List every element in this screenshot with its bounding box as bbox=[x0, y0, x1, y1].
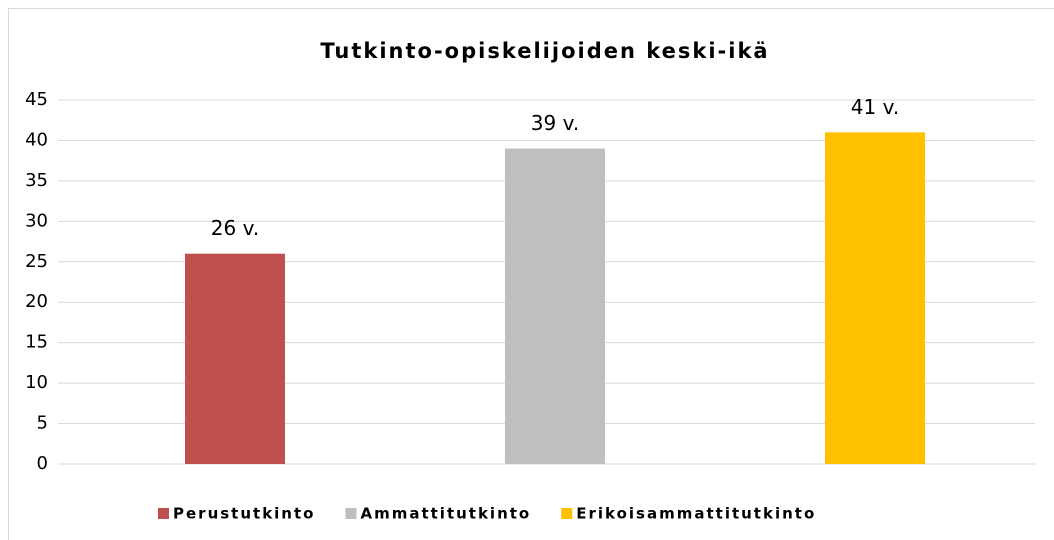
legend-swatch bbox=[561, 508, 573, 519]
y-tick-label: 15 bbox=[25, 332, 48, 353]
y-tick-label: 35 bbox=[25, 170, 48, 191]
legend-label: Ammattitutkinto bbox=[360, 505, 531, 523]
bar bbox=[825, 132, 925, 464]
y-tick-label: 20 bbox=[25, 291, 48, 312]
y-tick-label: 45 bbox=[25, 89, 48, 110]
y-tick-label: 25 bbox=[25, 251, 48, 272]
y-tick-label: 10 bbox=[25, 372, 48, 393]
y-tick-label: 5 bbox=[37, 413, 48, 434]
bar bbox=[185, 253, 285, 464]
y-tick-label: 40 bbox=[25, 129, 48, 150]
legend-label: Perustutkinto bbox=[173, 505, 315, 523]
legend-swatch bbox=[345, 508, 357, 519]
y-tick-label: 0 bbox=[37, 453, 48, 474]
legend-swatch bbox=[158, 508, 169, 519]
chart-title: Tutkinto-opiskelijoiden keski-ikä bbox=[320, 39, 769, 63]
bar bbox=[505, 148, 605, 465]
data-label: 39 v. bbox=[531, 111, 579, 135]
data-label: 26 v. bbox=[211, 216, 259, 240]
data-label: 41 v. bbox=[851, 95, 899, 119]
legend-label: Erikoisammattitutkinto bbox=[576, 505, 816, 523]
y-tick-label: 30 bbox=[25, 210, 48, 231]
